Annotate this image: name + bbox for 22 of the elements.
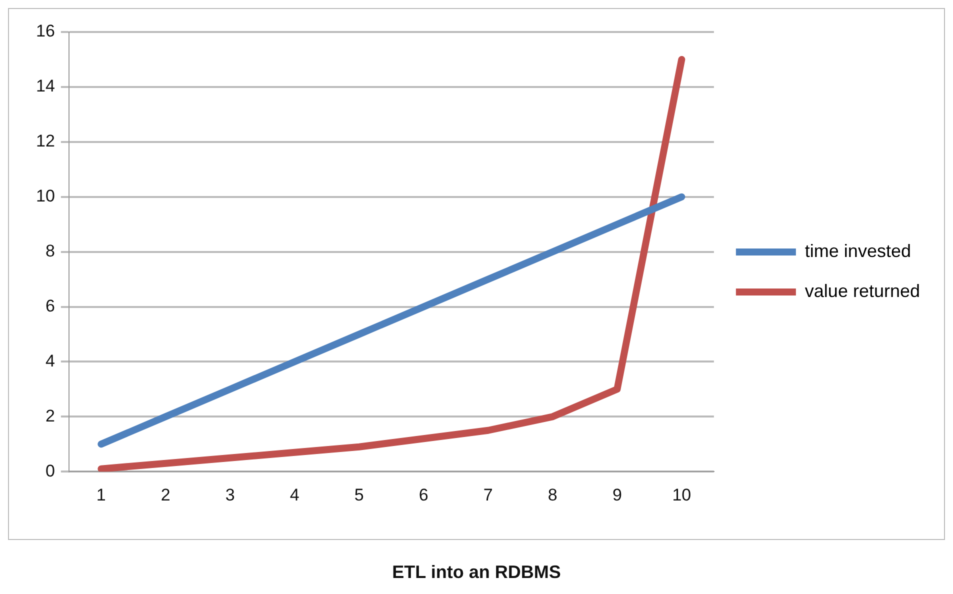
legend-label: value returned <box>804 280 920 301</box>
x-tick-label: 3 <box>225 485 235 504</box>
x-tick-label: 9 <box>612 485 622 504</box>
y-tick-label: 0 <box>45 461 55 480</box>
y-tick-label: 4 <box>45 351 55 370</box>
x-tick-label: 10 <box>672 485 692 504</box>
x-tick-label: 7 <box>483 485 493 504</box>
y-tick-label: 6 <box>45 296 55 316</box>
x-tick-label: 5 <box>354 485 364 504</box>
x-tick-label: 4 <box>290 485 300 504</box>
y-tick-label: 12 <box>36 132 55 151</box>
legend-label: time invested <box>804 240 911 261</box>
text: ETL into an RDBMS <box>391 562 562 583</box>
x-tick-label: 6 <box>418 485 428 504</box>
y-tick-label: 2 <box>45 406 55 426</box>
y-tick-label: 16 <box>36 22 55 41</box>
x-tick-label: 1 <box>96 485 106 504</box>
x-tick-label: 2 <box>160 485 170 504</box>
y-tick-label: 10 <box>36 186 55 206</box>
x-tick-label: 8 <box>548 485 558 504</box>
y-tick-label: 8 <box>45 241 55 260</box>
y-tick-label: 14 <box>36 76 55 96</box>
